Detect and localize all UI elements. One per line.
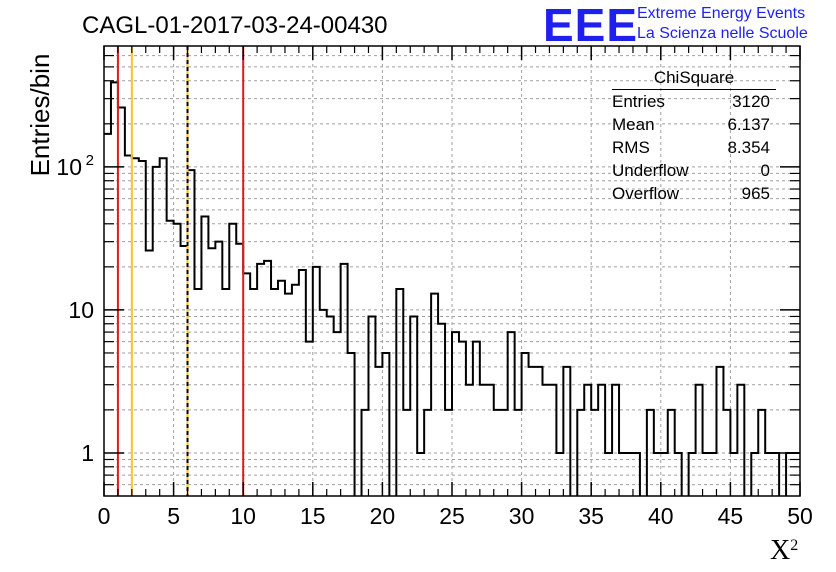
stats-box: ChiSquare Entries 3120 Mean 6.137 RMS 8.354…: [612, 68, 776, 205]
histogram-steps: [104, 81, 800, 496]
x-tick-label: 25: [439, 503, 465, 529]
x-tick-label: 10: [230, 503, 256, 529]
stats-row: RMS 8.354: [612, 138, 770, 157]
x-axis-label: X2: [770, 535, 799, 566]
y-tick-label: 10: [56, 154, 82, 180]
x-tick-label: 40: [648, 503, 674, 529]
x-tick-label: 5: [167, 503, 180, 529]
run-title: CAGL-01-2017-03-24-00430: [82, 12, 388, 39]
eee-logo: EEE: [543, 0, 639, 51]
x-tick-label: 50: [787, 503, 813, 529]
x-tick-label: 0: [98, 503, 111, 529]
stats-row: Mean 6.137: [612, 115, 770, 134]
y-tick-label: 1: [81, 440, 94, 466]
x-tick-label: 15: [300, 503, 326, 529]
y-tick-label: 10: [68, 297, 94, 323]
y-axis-label: Entries/bin: [25, 53, 55, 177]
x-tick-label: 30: [509, 503, 535, 529]
x-tick-label: 20: [370, 503, 396, 529]
logo-line-1: Extreme Energy Events: [637, 5, 806, 22]
stats-row: Entries 3120: [612, 92, 770, 111]
stats-row: Overflow 965: [612, 184, 770, 203]
x-tick-label: 35: [578, 503, 604, 529]
logo-line-2: La Scienza nelle Scuole: [637, 25, 808, 42]
x-tick-label: 45: [718, 503, 744, 529]
stats-title: ChiSquare: [612, 68, 776, 90]
stats-row: Underflow 0: [612, 161, 770, 180]
y-tick-exponent: 2: [86, 152, 94, 169]
